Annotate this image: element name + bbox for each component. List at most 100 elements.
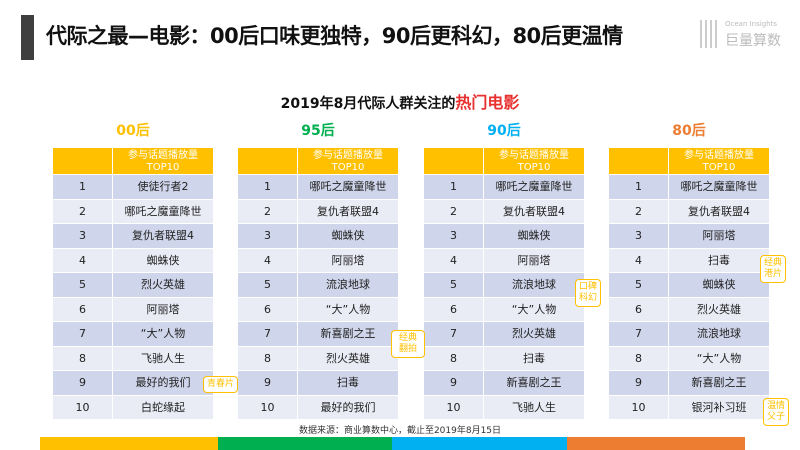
header-label: 参与话题播放量 <box>684 150 754 161</box>
movie-title: 银河补习班 <box>691 400 747 414</box>
generation-label: 90后 <box>487 123 521 139</box>
rank: 9 <box>609 371 669 395</box>
rank: 2 <box>609 199 669 223</box>
header-text: 参与话题播放量 TOP10 <box>113 148 213 174</box>
header-text: 参与话题播放量 TOP10 <box>298 148 398 174</box>
movie-title: 阿丽塔 <box>702 229 736 242</box>
header-top10: TOP10 <box>331 162 365 173</box>
header-text: 参与话题播放量 TOP10 <box>669 148 769 174</box>
movie-title: “大”人物 <box>696 351 742 365</box>
table-row: 10 飞驰人生 <box>424 395 584 420</box>
rank: 3 <box>609 224 669 248</box>
rank: 7 <box>424 322 484 346</box>
rank: 3 <box>238 224 298 248</box>
rank: 6 <box>424 297 484 321</box>
rank: 2 <box>424 199 484 223</box>
table-row: 2 哪吒之魔童降世 <box>53 199 213 224</box>
movie-title: 新喜剧之王 <box>506 376 562 389</box>
generation-label: 80后 <box>672 123 706 139</box>
movie-title: 新喜剧之王 <box>691 376 747 389</box>
rank: 5 <box>53 273 113 297</box>
movie-title: 使徒行者2 <box>137 180 189 193</box>
table-row: 5 流浪地球 <box>238 273 398 298</box>
rank: 3 <box>424 224 484 248</box>
movie-title: 复仇者联盟4 <box>503 204 565 218</box>
movie-title: 飞驰人生 <box>512 400 556 414</box>
table-row: 5 烈火英雄 <box>53 273 213 298</box>
movie-title: 阿丽塔 <box>517 253 551 267</box>
rank: 5 <box>238 273 298 297</box>
title-accent-bar <box>21 15 34 60</box>
rank: 10 <box>53 395 113 419</box>
rank: 5 <box>609 273 669 297</box>
movie-title: 流浪地球 <box>326 278 370 291</box>
rank: 7 <box>609 322 669 346</box>
rank: 10 <box>609 395 669 419</box>
rank: 1 <box>238 175 298 199</box>
tag-hk: 经典港片 <box>760 255 786 283</box>
table-row: 2 复仇者联盟4 <box>238 199 398 224</box>
rank: 10 <box>238 395 298 419</box>
table-row: 3 蜘蛛侠 <box>238 224 398 249</box>
rank: 4 <box>609 248 669 272</box>
table-row: 3 复仇者联盟4 <box>53 224 213 249</box>
table-row: 6 “大”人物 <box>238 297 398 322</box>
rank: 4 <box>238 248 298 272</box>
rank: 9 <box>53 371 113 395</box>
movie-title: 烈火英雄 <box>141 278 185 291</box>
table-row: 7 新喜剧之王 <box>238 322 398 347</box>
movie-title: 复仇者联盟4 <box>688 204 750 218</box>
rank: 6 <box>238 297 298 321</box>
header-label: 参与话题播放量 <box>313 150 383 161</box>
movie-title: 烈火英雄 <box>697 302 741 316</box>
subtitle-highlight: 热门电影 <box>455 93 520 112</box>
movie-title: 烈火英雄 <box>326 351 370 365</box>
rank: 2 <box>53 199 113 223</box>
table-row: 8 “大”人物 <box>609 346 769 371</box>
rank: 8 <box>53 346 113 370</box>
movie-title: “大”人物 <box>140 327 186 340</box>
movie-title: 扫毒 <box>708 253 730 267</box>
table-row: 9 新喜剧之王 <box>424 371 584 396</box>
movie-title: 蜘蛛侠 <box>702 278 736 291</box>
rank: 1 <box>609 175 669 199</box>
table-row: 4 阿丽塔 <box>424 248 584 273</box>
table-row: 7 流浪地球 <box>609 322 769 347</box>
generation-label: 95后 <box>301 123 335 139</box>
movie-title: 哪吒之魔童降世 <box>309 180 387 193</box>
movie-title: 白蛇缘起 <box>141 400 185 414</box>
tag-youth: 青春片 <box>203 376 239 393</box>
movie-title: 最好的我们 <box>320 400 376 414</box>
footer-bar-orange <box>567 437 745 450</box>
movie-title: 新喜剧之王 <box>320 327 376 340</box>
movie-title: 扫毒 <box>523 351 545 365</box>
movie-title: 扫毒 <box>337 376 359 389</box>
table-header: 参与话题播放量 TOP10 <box>609 148 769 175</box>
table-row: 9 新喜剧之王 <box>609 371 769 396</box>
ranking-table-1: 95后 参与话题播放量 TOP10 1 哪吒之魔童降世 2 复仇者联盟4 3 蜘蛛侠 4 阿丽塔 5… <box>238 120 398 420</box>
header-top10: TOP10 <box>146 162 180 173</box>
tag-scifi: 口碑科幻 <box>575 279 601 307</box>
table-row: 4 阿丽塔 <box>238 248 398 273</box>
table-row: 4 蜘蛛侠 <box>53 248 213 273</box>
rank: 1 <box>53 175 113 199</box>
page-title: 代际之最—电影：00后口味更独特，90后更科幻，80后更温情 <box>46 24 623 48</box>
rank: 10 <box>424 395 484 419</box>
table-row: 6 阿丽塔 <box>53 297 213 322</box>
header-label: 参与话题播放量 <box>499 150 569 161</box>
rank: 4 <box>53 248 113 272</box>
table-row: 6 “大”人物 <box>424 297 584 322</box>
table-row: 3 蜘蛛侠 <box>424 224 584 249</box>
movie-title: 阿丽塔 <box>146 302 180 316</box>
rank: 8 <box>609 346 669 370</box>
movie-title: 烈火英雄 <box>512 327 556 340</box>
header-text: 参与话题播放量 TOP10 <box>484 148 584 174</box>
table-row: 2 复仇者联盟4 <box>424 199 584 224</box>
table-row: 3 阿丽塔 <box>609 224 769 249</box>
data-source-note: 数据来源：商业算数中心，截止至2019年8月15日 <box>298 426 502 436</box>
movie-title: 蜘蛛侠 <box>517 229 551 242</box>
rank: 3 <box>53 224 113 248</box>
header-label: 参与话题播放量 <box>128 150 198 161</box>
tag-family: 温情父子 <box>763 398 789 426</box>
rank: 9 <box>424 371 484 395</box>
